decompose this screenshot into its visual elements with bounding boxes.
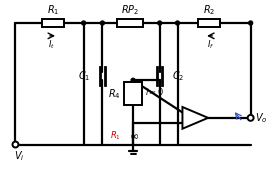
Text: $R_1$: $R_1$ — [47, 3, 59, 17]
Text: $C_1$: $C_1$ — [78, 69, 91, 83]
Text: $I_t$: $I_t$ — [48, 39, 55, 51]
Circle shape — [100, 21, 104, 25]
Bar — [124, 82, 142, 105]
Circle shape — [82, 21, 86, 25]
Text: $V_o$: $V_o$ — [255, 111, 267, 125]
Bar — [198, 19, 220, 27]
Circle shape — [158, 21, 162, 25]
Text: $i\approx 0$: $i\approx 0$ — [145, 86, 164, 97]
Text: $I_f$: $I_f$ — [207, 39, 215, 51]
Text: $RP_2$: $RP_2$ — [121, 3, 139, 17]
Text: $R_2$: $R_2$ — [203, 3, 215, 17]
Text: $R_1$: $R_1$ — [110, 129, 121, 142]
Text: $C_2$: $C_2$ — [171, 69, 184, 83]
Polygon shape — [182, 107, 208, 129]
Circle shape — [131, 78, 135, 82]
Circle shape — [248, 115, 254, 121]
Circle shape — [13, 142, 18, 147]
Bar — [117, 19, 143, 27]
Text: $R_4$: $R_4$ — [108, 87, 121, 101]
Text: $\infty$: $\infty$ — [129, 132, 139, 142]
Bar — [42, 19, 64, 27]
Circle shape — [249, 21, 253, 25]
Circle shape — [176, 21, 179, 25]
Text: $V_i$: $V_i$ — [14, 149, 25, 163]
